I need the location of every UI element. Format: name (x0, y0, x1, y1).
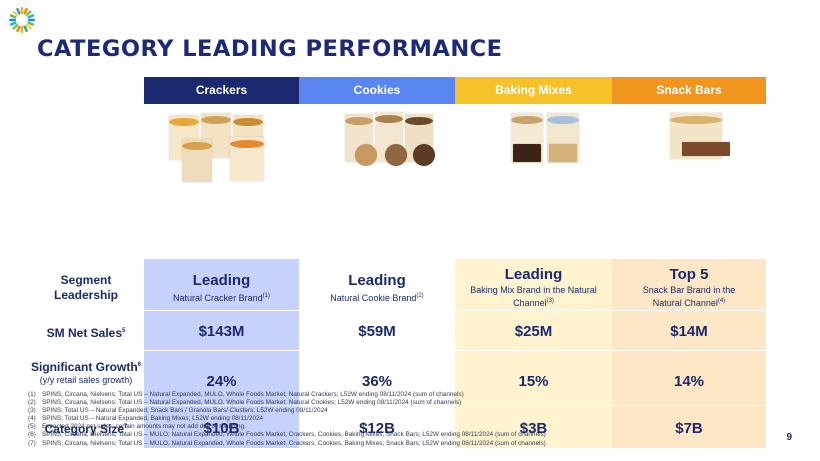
category-size-cookies: $12B (359, 420, 395, 437)
footnote: (2) SPINS, Circana, Nielsens; Total US – … (28, 399, 462, 407)
segment-cookies: Leading Natural Cookie Brand(2) (330, 272, 424, 303)
row-label-net-sales: SM Net Sales5 (46, 326, 126, 340)
header-snack-bars: Snack Bars (612, 77, 766, 104)
row-divider (28, 350, 766, 351)
footnote: (7) SPINS, Circana, Nielsens; Total US – … (28, 439, 546, 447)
baking-column-bg (455, 259, 612, 448)
row-label-segment-leadership: Segment Leadership (53, 273, 119, 302)
row-divider (28, 405, 766, 406)
segment-crackers: Leading Natural Cracker Brand(1) (173, 272, 270, 303)
net-sales-snack-bars: $14M (670, 323, 708, 340)
crackers-product-image (144, 104, 299, 259)
header-baking-mixes: Baking Mixes (455, 77, 612, 104)
label-column-bg (28, 259, 144, 448)
footnote: (6) SPINS, Circana, Nielsens; Total US – … (28, 431, 546, 439)
row-divider (28, 310, 766, 311)
header-cookies: Cookies (299, 77, 455, 104)
row-label-growth: Significant Growth6 (y/y retail sales gr… (28, 358, 144, 386)
footnote: (5) Expected 2024 net sales; certain amou… (28, 423, 246, 431)
crackers-column-bg (144, 259, 299, 448)
category-size-crackers: $10B (203, 420, 240, 437)
page-number: 9 (786, 432, 792, 443)
growth-baking-mixes: 15% (518, 373, 549, 390)
snack-bars-product-image (612, 104, 766, 259)
row-label-growth-sub: (y/y retail sales growth) (39, 375, 133, 385)
row-label-category-size: Category Size7 (44, 422, 128, 436)
header-crackers: Crackers (144, 77, 299, 104)
net-sales-baking-mixes: $25M (514, 323, 553, 340)
net-sales-cookies: $59M (358, 323, 396, 340)
growth-cookies: 36% (361, 373, 393, 390)
footnotes: (1) SPINS, Circana, Nielsens; Total US – … (28, 391, 546, 448)
brand-logo (9, 7, 35, 33)
cookies-column-bg (299, 259, 455, 448)
net-sales-crackers: $143M (198, 323, 245, 340)
page-title: CATEGORY LEADING PERFORMANCE (37, 36, 503, 62)
baking-mixes-product-image (455, 104, 612, 259)
cookies-product-image (299, 104, 455, 259)
growth-snack-bars: 14% (673, 373, 705, 390)
footnote: (4) SPINS; Total US – Natural Expanded, B… (28, 415, 264, 423)
growth-crackers: 24% (206, 373, 237, 390)
segment-snack-bars: Top 5 Snack Bar Brand in the Natural Cha… (642, 266, 736, 308)
category-size-baking-mixes: $3B (519, 420, 548, 437)
segment-baking-mixes: Leading Baking Mix Brand in the Natural … (470, 266, 597, 308)
snack-column-bg (612, 259, 766, 448)
category-size-snack-bars: $7B (675, 420, 703, 437)
footnote: (1) SPINS, Circana, Nielsens; Total US – … (28, 391, 464, 398)
footnote: (3) SPINS; Total US – Natural Expanded, S… (28, 407, 328, 415)
